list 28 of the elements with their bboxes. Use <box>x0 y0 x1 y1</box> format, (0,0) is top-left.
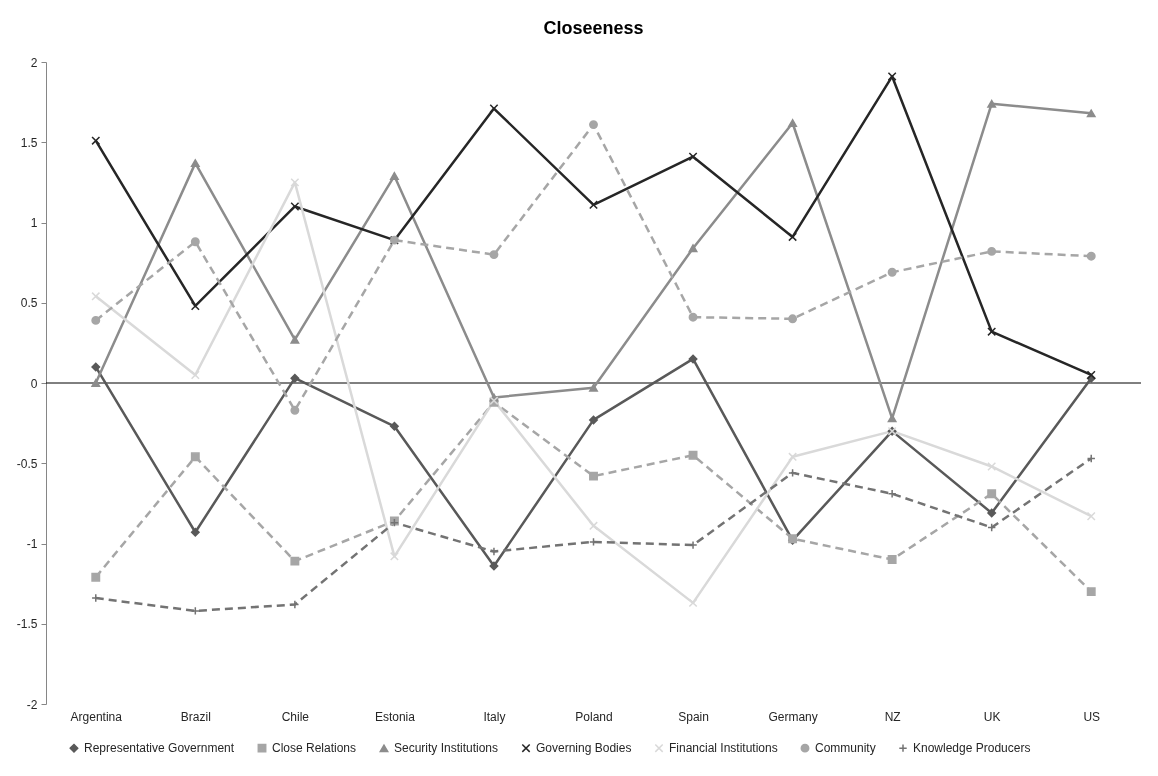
legend-label: Representative Government <box>84 741 235 756</box>
x-tick-label: Chile <box>281 709 310 724</box>
y-tick-label: 0 <box>30 376 38 391</box>
y-tick-label: 0.5 <box>20 296 38 311</box>
x-tick-label: NZ <box>884 709 901 724</box>
y-tick-label: -1.5 <box>16 617 38 632</box>
x-tick-label: Estonia <box>374 709 416 724</box>
legend-label: Knowledge Producers <box>913 741 1031 756</box>
y-tick-label: -2 <box>26 697 38 712</box>
x-tick-label: Poland <box>575 709 613 724</box>
chart-title: Closeeness <box>543 18 644 38</box>
y-tick-label: 2 <box>30 55 38 70</box>
y-tick-label: -0.5 <box>16 456 38 471</box>
x-tick-label: Spain <box>678 709 709 724</box>
x-tick-label: Germany <box>768 709 818 724</box>
x-tick-label: UK <box>983 709 1001 724</box>
x-tick-label: US <box>1083 709 1101 724</box>
legend-label: Close Relations <box>272 741 357 756</box>
y-tick-label: 1.5 <box>20 135 38 150</box>
legend-label: Financial Institutions <box>669 741 778 756</box>
x-tick-label: Brazil <box>180 709 211 724</box>
y-tick-label: -1 <box>26 537 38 551</box>
x-tick-label: Italy <box>483 709 506 724</box>
x-tick-label: Argentina <box>70 709 123 724</box>
legend-label: Community <box>815 741 876 756</box>
legend-label: Governing Bodies <box>536 741 632 756</box>
legend-label: Security Institutions <box>394 741 499 756</box>
y-tick-label: 1 <box>30 216 38 230</box>
